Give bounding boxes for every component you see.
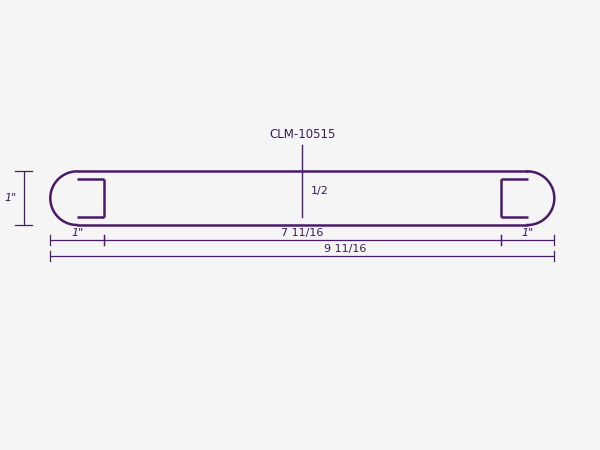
- Text: 9 11/16: 9 11/16: [324, 244, 367, 254]
- Text: 1": 1": [5, 193, 17, 203]
- Text: 1": 1": [521, 228, 533, 238]
- Text: 7 11/16: 7 11/16: [281, 228, 323, 238]
- Text: 1/2: 1/2: [310, 186, 328, 197]
- Text: 1": 1": [71, 228, 83, 238]
- Text: CLM-10515: CLM-10515: [269, 128, 335, 141]
